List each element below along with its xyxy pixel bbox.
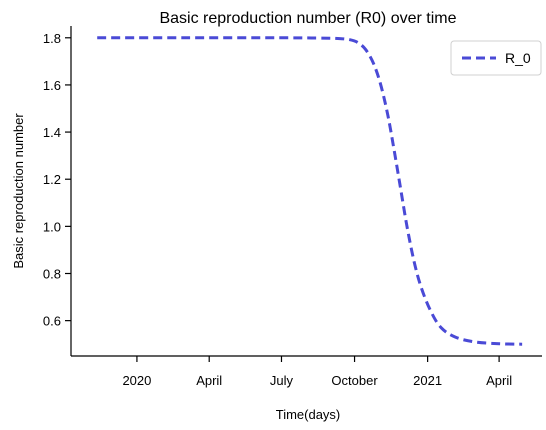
y-tick-label: 0.8	[43, 267, 61, 282]
chart-title: Basic reproduction number (R0) over time	[159, 10, 456, 27]
x-tick-label: 2021	[413, 373, 442, 388]
legend: R_0	[450, 40, 542, 76]
x-tick-label: July	[270, 373, 294, 388]
x-axis-label: Time(days)	[276, 407, 341, 422]
y-axis-label: Basic reproduction number	[11, 113, 26, 269]
plot-area	[97, 36, 523, 346]
y-tick-label: 1.6	[43, 78, 61, 93]
axes	[70, 26, 542, 357]
y-tick-label: 1.0	[43, 219, 61, 234]
x-tick-label: April	[486, 373, 512, 388]
y-tick-label: 1.2	[43, 172, 61, 187]
y-ticks: 0.6 0.8 1.0 1.2 1.4 1.6 1.8	[43, 31, 71, 329]
series-line-r-0	[97, 36, 523, 346]
legend-label: R_0	[505, 50, 531, 66]
x-ticks: 2020 April July October 2021 April	[122, 356, 512, 388]
y-tick-label: 1.4	[43, 125, 61, 140]
y-tick-label: 0.6	[43, 314, 61, 329]
x-tick-label: 2020	[122, 373, 151, 388]
y-tick-label: 1.8	[43, 31, 61, 46]
x-tick-label: April	[196, 373, 222, 388]
x-tick-label: October	[331, 373, 378, 388]
